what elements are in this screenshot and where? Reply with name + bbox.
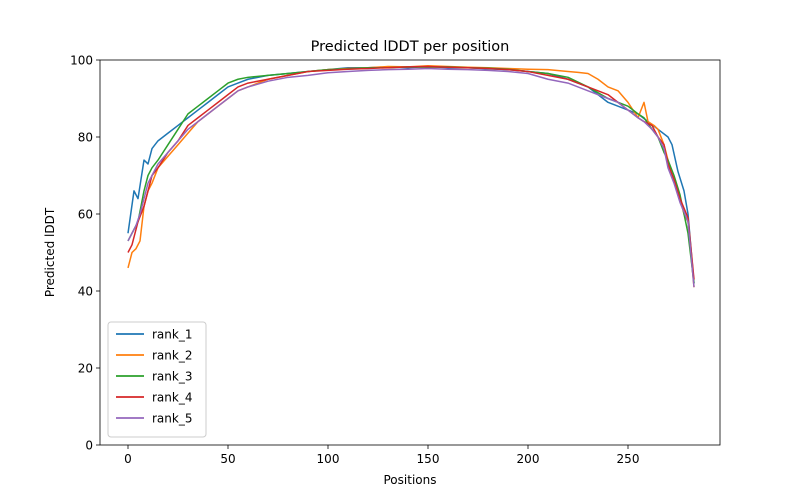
series-line-rank-5	[127, 67, 695, 288]
y-tick-label: 80	[78, 131, 93, 145]
x-tick-label: 0	[124, 452, 132, 466]
x-tick-label: 250	[617, 452, 640, 466]
series-layer	[127, 65, 695, 288]
x-axis-label: Positions	[384, 473, 437, 487]
legend-box	[107, 321, 207, 438]
y-tick-label: 20	[78, 362, 93, 376]
y-tick-label: 0	[85, 439, 93, 453]
x-tick-label: 150	[417, 452, 440, 466]
legend-label-rank-1: rank_1	[152, 328, 192, 342]
legend: rank_1 rank_2 rank_3 rank_4 rank_5	[107, 321, 207, 438]
legend-label-rank-2: rank_2	[152, 349, 192, 363]
y-tick-label: 100	[70, 54, 93, 68]
x-tick-label: 100	[317, 452, 340, 466]
x-tick-label: 50	[220, 452, 235, 466]
axes-frame	[99, 59, 721, 446]
y-axis-label: Predicted lDDT	[43, 207, 57, 297]
legend-label-rank-3: rank_3	[152, 370, 192, 384]
y-tick-label: 60	[78, 208, 93, 222]
y-tick-label: 40	[78, 285, 93, 299]
legend-label-rank-4: rank_4	[152, 391, 192, 405]
legend-label-rank-5: rank_5	[152, 412, 192, 426]
series-line-rank-2	[127, 65, 695, 288]
x-tick-label: 200	[517, 452, 540, 466]
axes-layer: 0 50 100 150 200 250 0 20 40 60 80 100	[70, 54, 721, 466]
chart-title: Predicted lDDT per position	[311, 39, 510, 55]
